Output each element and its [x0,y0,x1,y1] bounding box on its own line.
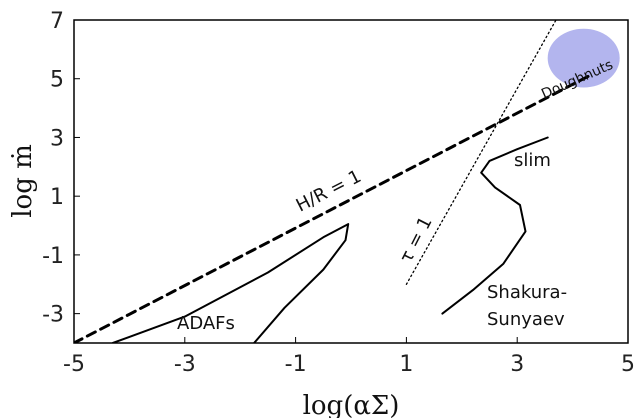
y-tick-label: 1 [50,185,64,210]
annotation-hr: H/R = 1 [293,166,365,217]
y-tick-label: 5 [50,68,64,93]
x-tick-label: 1 [399,352,413,377]
y-tick-label: -1 [42,244,64,269]
x-tick-label: -3 [174,352,196,377]
y-tick-label: 3 [50,126,64,151]
y-axis-label: log ṁ [8,144,38,218]
x-tick-label: 5 [621,352,635,377]
y-tick-label: 7 [50,9,64,34]
annotation-shakura: Shakura- [487,282,567,303]
series-line-1 [405,20,557,285]
annotation-sunyaev: Sunyaev [487,309,565,330]
annotation-adafs: ADAFs [177,313,235,334]
x-tick-label: 3 [510,352,524,377]
doughnuts-region [547,28,620,88]
x-tick-label: -1 [285,352,307,377]
annotation-tau: τ = 1 [396,213,437,266]
series-line-2 [111,223,350,343]
annotation-slim: slim [514,150,551,171]
series-line-3 [441,136,549,315]
plot-frame [73,19,629,344]
series-line-0 [74,74,591,343]
y-tick-label: -3 [42,303,64,328]
x-tick-label: -5 [63,352,85,377]
x-axis-label: log(αΣ) [303,391,400,418]
